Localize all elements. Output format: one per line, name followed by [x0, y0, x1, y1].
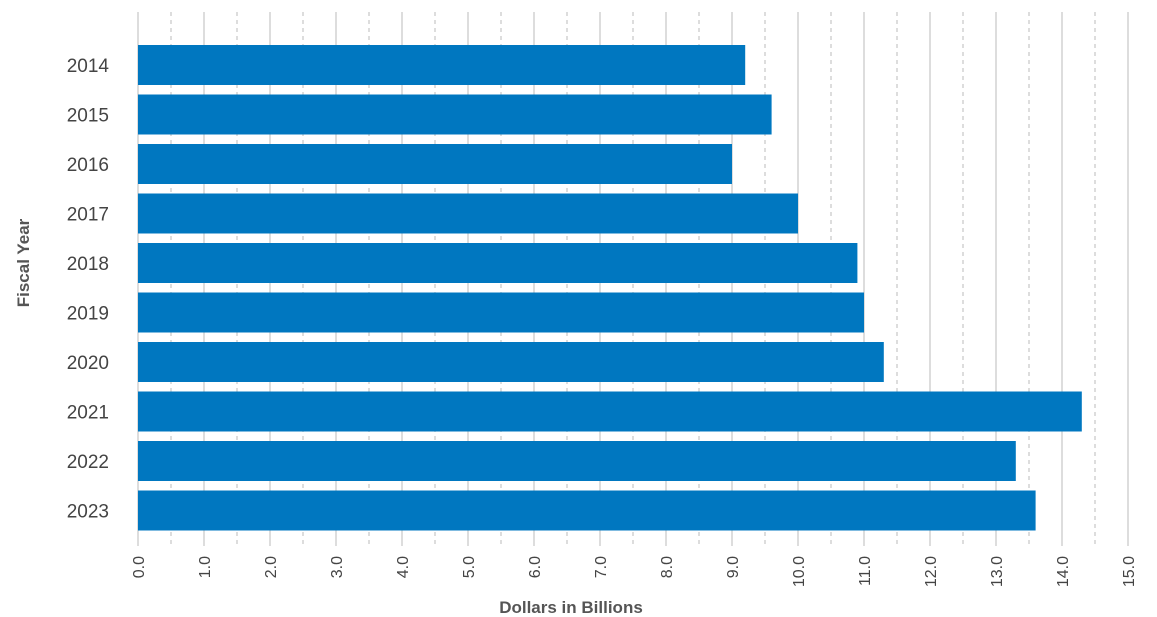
y-tick-label: 2016: [67, 155, 109, 176]
x-tick-label: 4.0: [395, 556, 412, 578]
bar-2021: [138, 391, 1082, 432]
y-axis-title: Fiscal Year: [14, 218, 33, 307]
x-tick-label: 1.0: [197, 556, 214, 578]
x-tick-label: 9.0: [725, 556, 742, 578]
x-tick-label: 6.0: [527, 556, 544, 578]
y-tick-label: 2021: [67, 403, 109, 424]
x-tick-label: 7.0: [593, 556, 610, 578]
y-tick-label: 2017: [67, 205, 109, 226]
y-tick-label: 2022: [67, 452, 109, 473]
bar-2023: [138, 490, 1036, 531]
x-tick-label: 11.0: [857, 556, 874, 586]
bars: [138, 45, 1082, 531]
x-tick-label: 12.0: [923, 556, 940, 587]
x-tick-label: 8.0: [659, 556, 676, 578]
x-tick-label: 3.0: [329, 556, 346, 578]
x-tick-label: 13.0: [989, 556, 1006, 587]
bar-2016: [138, 144, 732, 184]
x-tick-labels: 0.0 1.0 2.0 3.0 4.0 5.0 6.0 7.0 8.0 9.0 10.0 11.0 12…: [131, 556, 1138, 587]
x-tick-label: 14.0: [1055, 556, 1072, 587]
x-tick-label: 10.0: [791, 556, 808, 587]
y-tick-label: 2020: [67, 353, 109, 374]
y-tick-label: 2019: [67, 304, 109, 325]
bar-2020: [138, 342, 884, 382]
x-tick-label: 0.0: [131, 556, 148, 578]
bar-2015: [138, 94, 772, 135]
y-tick-label: 2014: [67, 56, 110, 77]
bar-2017: [138, 193, 798, 234]
x-tick-label: 5.0: [461, 556, 478, 578]
bar-2019: [138, 292, 864, 333]
y-tick-label: 2015: [67, 106, 109, 127]
bar-2022: [138, 441, 1016, 481]
x-tick-label: 15.0: [1121, 556, 1138, 587]
x-tick-label: 2.0: [263, 556, 280, 578]
bar-2018: [138, 243, 858, 283]
y-tick-label: 2018: [67, 254, 109, 275]
x-axis-title: Dollars in Billions: [499, 598, 643, 617]
y-tick-labels: 2014 2015 2016 2017 2018 2019 2020 2021 2022 2023: [67, 56, 110, 523]
y-tick-label: 2023: [67, 502, 109, 523]
bar-2014: [138, 45, 746, 85]
